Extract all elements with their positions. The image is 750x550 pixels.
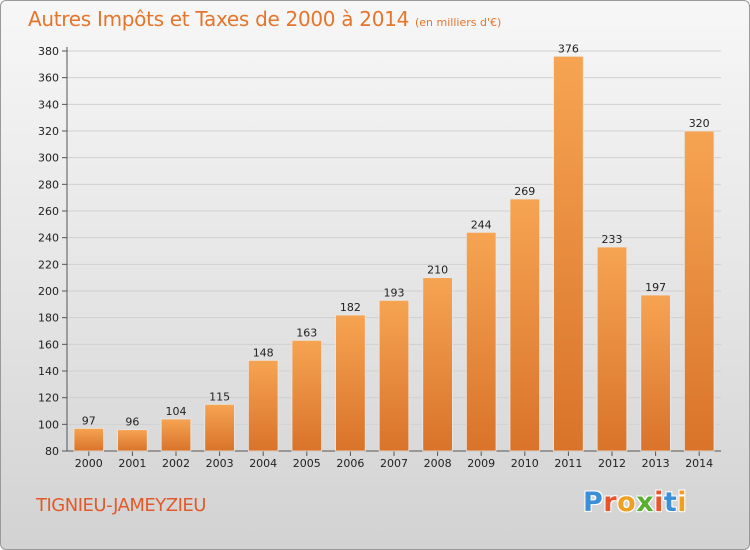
data-labels: 97 96 104 115 148 163 182 193 210 244 269 376 233 197… (82, 42, 710, 428)
y-tick-label: 360 (38, 72, 59, 85)
x-tick-label-2006: 2006 (336, 457, 364, 470)
logo-letter: r (603, 487, 618, 518)
x-tick-label-2007: 2007 (380, 457, 408, 470)
x-tick-label-2003: 2003 (206, 457, 234, 470)
data-label-2013: 197 (645, 281, 666, 294)
y-tick-label: 240 (38, 232, 59, 245)
bar-2013 (640, 294, 671, 452)
data-label-2011: 376 (558, 42, 579, 55)
data-label-2008: 210 (427, 264, 448, 277)
bar-2009 (465, 231, 497, 452)
bars (73, 55, 715, 452)
x-tick-label-2004: 2004 (249, 457, 277, 470)
x-tick-label-2008: 2008 (424, 457, 452, 470)
y-tick-label: 140 (38, 365, 59, 378)
data-label-2004: 148 (253, 346, 274, 359)
x-tick-label-2012: 2012 (598, 457, 626, 470)
y-tick-label: 260 (38, 205, 59, 218)
data-label-2007: 193 (384, 286, 405, 299)
data-label-2002: 104 (166, 405, 187, 418)
logo-letter: t (663, 487, 678, 518)
chart-subtitle: (en milliers d'€) (415, 16, 502, 29)
bar-2010 (509, 198, 541, 452)
bar-2001 (117, 429, 148, 452)
data-label-2001: 96 (125, 416, 139, 429)
data-label-2005: 163 (296, 326, 317, 339)
y-tick-label: 280 (38, 178, 59, 191)
bar-2014 (683, 130, 715, 452)
proxiti-logo: Proxiti (583, 487, 687, 518)
y-tick-label: 380 (38, 45, 59, 58)
y-tick-label: 80 (45, 445, 59, 458)
y-tick-label: 320 (38, 125, 59, 138)
data-label-2003: 115 (209, 390, 230, 403)
bar-2006 (335, 314, 366, 452)
chart-title-text: Autres Impôts et Taxes de 2000 à 2014 (28, 7, 409, 31)
x-tick-label-2005: 2005 (293, 457, 321, 470)
bar-2003 (204, 403, 235, 452)
logo-letter: i (654, 487, 664, 518)
data-label-2010: 269 (514, 185, 535, 198)
x-tick-label-2002: 2002 (162, 457, 190, 470)
x-tick-label-2011: 2011 (554, 457, 582, 470)
y-tick-label: 180 (38, 312, 59, 325)
bar-2011 (553, 55, 584, 452)
y-tick-label: 120 (38, 392, 59, 405)
y-tick-label: 220 (38, 258, 59, 271)
data-label-2000: 97 (82, 414, 96, 427)
bar-2005 (291, 339, 323, 452)
bar-2000 (73, 427, 105, 452)
y-tick-label: 300 (38, 152, 59, 165)
data-label-2014: 320 (689, 117, 710, 130)
logo-letter: P (583, 487, 604, 518)
commune-name: TIGNIEU-JAMEYZIEU (36, 495, 206, 516)
bar-2012 (596, 246, 628, 452)
bar-2004 (247, 359, 279, 452)
bar-2008 (422, 277, 453, 452)
y-tick-label: 160 (38, 338, 59, 351)
data-label-2006: 182 (340, 301, 361, 314)
x-tick-label-2001: 2001 (118, 457, 146, 470)
x-tick-label-2013: 2013 (642, 457, 670, 470)
y-tick-label: 100 (38, 418, 59, 431)
data-label-2009: 244 (471, 218, 492, 231)
x-tick-label-2010: 2010 (511, 457, 539, 470)
logo-letter: o (617, 487, 637, 518)
y-tick-label: 200 (38, 285, 59, 298)
x-tick-label-2014: 2014 (685, 457, 713, 470)
y-tick-label: 340 (38, 98, 59, 111)
chart-title: Autres Impôts et Taxes de 2000 à 2014 (en… (28, 7, 501, 31)
x-tick-label-2009: 2009 (467, 457, 495, 470)
logo-letter: x (636, 487, 655, 518)
x-tick-label-2000: 2000 (75, 457, 103, 470)
data-label-2012: 233 (602, 233, 623, 246)
bar-2007 (378, 299, 410, 452)
logo-letter: i (677, 487, 688, 518)
bar-2002 (160, 418, 192, 452)
